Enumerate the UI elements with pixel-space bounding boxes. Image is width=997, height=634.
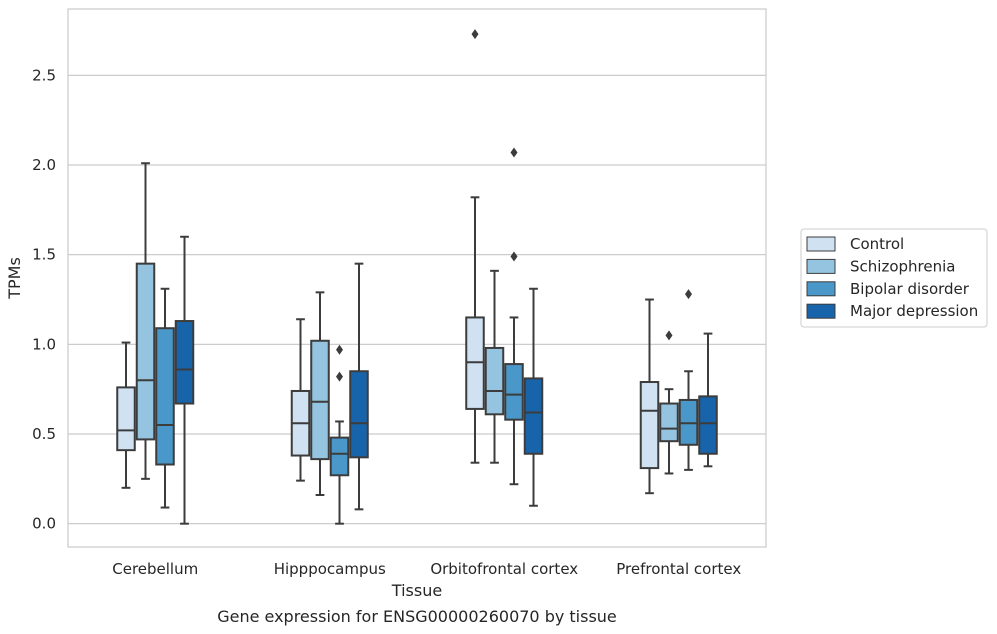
box [639, 381, 660, 470]
box [310, 339, 330, 461]
x-tick-label: Hipppocampus [274, 560, 386, 578]
y-tick-label: 2.5 [32, 66, 56, 84]
outlier-point [336, 371, 343, 382]
box-plot-area [116, 29, 718, 525]
legend-label: Control [850, 235, 904, 253]
box [329, 436, 350, 477]
legend-label: Bipolar disorder [850, 280, 970, 298]
box [504, 363, 524, 421]
y-tick-label: 1.5 [32, 246, 56, 264]
plot-frame [67, 8, 767, 548]
legend-swatch [806, 303, 836, 319]
y-tick-label: 0.0 [32, 515, 56, 533]
y-tick-label: 2.0 [32, 156, 56, 174]
box [698, 395, 718, 455]
x-axis-title: Tissue [391, 581, 442, 600]
legend-label: Major depression [850, 302, 978, 320]
x-axis: Cerebellum Hipppocampus Orbitofrontal cort… [112, 560, 741, 578]
y-tick-label: 1.0 [32, 335, 56, 353]
legend-swatch [806, 236, 836, 252]
y-axis-title: TPMs [5, 257, 24, 300]
y-tick-label: 0.5 [32, 425, 56, 443]
x-tick-label: Cerebellum [112, 560, 198, 578]
legend-frame [800, 228, 988, 328]
box [116, 386, 136, 452]
outlier-point [336, 344, 343, 355]
box [174, 320, 195, 405]
x-tick-label: Orbitofrontal cortex [430, 560, 578, 578]
outlier-point [471, 29, 479, 40]
legend-swatch [806, 281, 836, 297]
outlier-point [665, 330, 673, 341]
box [155, 327, 175, 466]
legend-label: Schizophrenia [850, 257, 955, 275]
outlier-point [685, 289, 692, 300]
box [349, 370, 369, 459]
box [135, 262, 156, 441]
outlier-point [510, 251, 518, 262]
legend-swatch [806, 258, 836, 274]
y-axis: 0.0 0.5 1.0 1.5 2.0 2.5 [32, 66, 56, 532]
box [523, 377, 544, 455]
figure-caption: Gene expression for ENSG00000260070 by t… [217, 607, 617, 626]
x-tick-label: Prefrontal cortex [616, 560, 741, 578]
box [659, 402, 679, 443]
outlier-point [510, 147, 518, 158]
legend: Control Schizophrenia Bipolar disorder Majo… [800, 228, 988, 328]
box [484, 346, 505, 416]
